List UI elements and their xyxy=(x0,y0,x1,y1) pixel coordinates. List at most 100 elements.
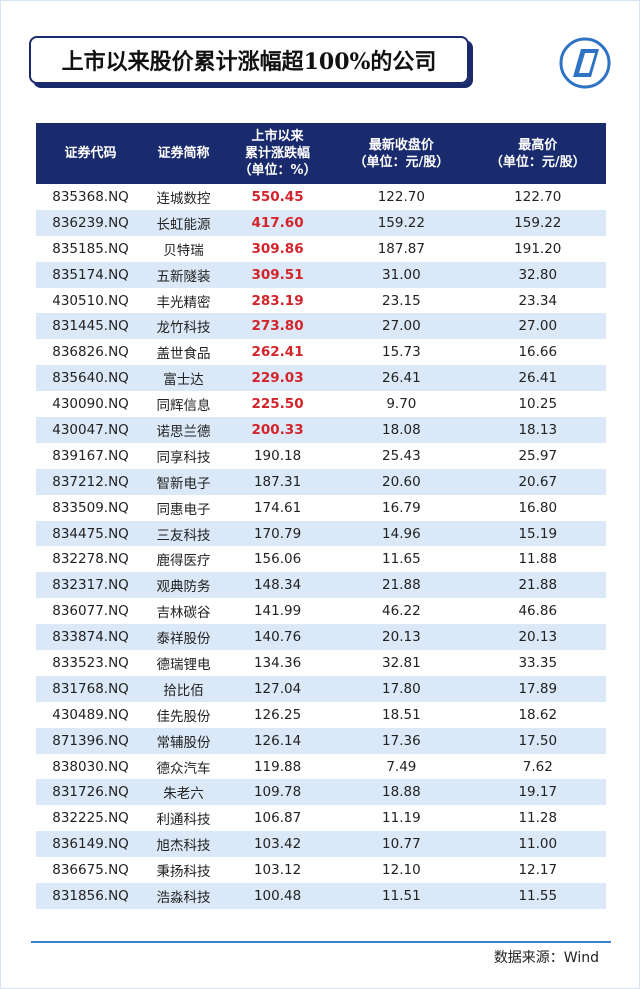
table-cell: 连城数控 xyxy=(156,190,211,207)
table-cell: 831768.NQ xyxy=(36,675,146,702)
table-cell: 122.70 xyxy=(377,188,425,205)
table-cell: 11.28 xyxy=(518,810,558,827)
table-row: 839167.NQ 同享科技 190.18 25.43 25.97 xyxy=(36,443,606,469)
table-row: 836675.NQ 秉扬科技 103.12 12.10 12.17 xyxy=(36,857,606,883)
table-row: 837212.NQ 智新电子 187.31 20.60 20.67 xyxy=(36,468,606,495)
header-line: 累计涨跌幅 xyxy=(245,146,311,161)
title: 上市以来股价累计涨幅超100%的公司 xyxy=(29,36,469,84)
table-cell: 同享科技 xyxy=(156,449,211,466)
table-cell: 838030.NQ xyxy=(52,758,129,775)
table-cell: 18.62 xyxy=(518,706,558,723)
table-cell: 12.10 xyxy=(382,862,421,879)
table-cell: 831856.NQ xyxy=(36,883,146,909)
table-cell: 834475.NQ xyxy=(36,520,146,547)
header-line: （单位：%） xyxy=(238,163,317,178)
table-row: 831445.NQ 龙竹科技 273.80 27.00 27.00 xyxy=(36,313,606,340)
table-cell: 11.51 xyxy=(333,883,470,909)
table-cell: 18.08 xyxy=(333,417,470,443)
table-row: 833509.NQ 同惠电子 174.61 16.79 16.80 xyxy=(36,495,606,521)
table-cell: 9.70 xyxy=(386,396,417,413)
table-cell: 27.00 xyxy=(333,313,470,340)
table-cell: 18.13 xyxy=(469,417,606,443)
table-cell: 11.55 xyxy=(469,883,606,909)
table-cell: 11.00 xyxy=(469,831,606,858)
table-cell: 同辉信息 xyxy=(156,398,211,415)
table-cell: 15.73 xyxy=(382,344,421,361)
header-cell: 证券代码 xyxy=(36,123,146,184)
table-cell: 32.81 xyxy=(382,654,421,671)
table-cell: 鹿得医疗 xyxy=(156,553,211,570)
table-cell: 191.20 xyxy=(514,240,562,257)
table-cell: 长虹能源 xyxy=(145,209,222,236)
table-cell: 835640.NQ xyxy=(36,365,146,392)
table-cell: 831445.NQ xyxy=(36,313,146,340)
table-cell: 14.96 xyxy=(333,520,470,547)
table-cell: 21.88 xyxy=(333,572,470,599)
table-cell: 26.41 xyxy=(469,365,606,392)
table-cell: 利通科技 xyxy=(156,812,211,829)
table-row: 430047.NQ 诺思兰德 200.33 18.08 18.13 xyxy=(36,417,606,443)
table-cell: 10.25 xyxy=(518,396,558,413)
table-cell: 832317.NQ xyxy=(36,572,146,599)
table-cell: 朱老六 xyxy=(145,779,222,806)
table-cell: 吉林碳谷 xyxy=(156,605,211,622)
table-cell: 134.36 xyxy=(253,654,302,671)
table-cell: 秉扬科技 xyxy=(156,864,211,881)
table-row: 836149.NQ 旭杰科技 103.42 10.77 11.00 xyxy=(36,831,606,858)
table-row: 430090.NQ 同辉信息 225.50 9.70 10.25 xyxy=(36,391,606,417)
table-cell: 23.15 xyxy=(382,292,421,309)
header-line: 最高价 xyxy=(518,137,558,153)
table-row: 832317.NQ 观典防务 148.34 21.88 21.88 xyxy=(36,572,606,599)
table-cell: 三友科技 xyxy=(145,520,222,547)
table-cell: 贝特瑞 xyxy=(163,242,204,259)
header-line: 最新收盘价 xyxy=(368,137,434,153)
table-cell: 浩淼科技 xyxy=(145,883,222,909)
table-cell: 106.87 xyxy=(253,810,302,827)
table-cell: 103.12 xyxy=(253,862,302,879)
table-cell: 831726.NQ xyxy=(36,779,146,806)
table-cell: 122.70 xyxy=(514,188,562,205)
table-cell: 832225.NQ xyxy=(52,810,129,827)
table-cell: 833523.NQ xyxy=(52,654,129,671)
table-cell: 26.41 xyxy=(333,365,470,392)
table-row: 834475.NQ 三友科技 170.79 14.96 15.19 xyxy=(36,520,606,547)
table-cell: 871396.NQ xyxy=(36,727,146,754)
table-cell: 泰祥股份 xyxy=(145,624,222,651)
table-row: 831856.NQ 浩淼科技 100.48 11.51 11.55 xyxy=(36,883,606,909)
table-cell: 159.22 xyxy=(333,209,470,236)
table-cell: 15.19 xyxy=(469,520,606,547)
header-line: （单位：元/股） xyxy=(353,154,450,170)
table-body: 835368.NQ 连城数控 550.45 122.70 122.70 836239.NQ… xyxy=(36,184,606,909)
table-cell: 283.19 xyxy=(251,292,304,309)
table-cell: 旭杰科技 xyxy=(145,831,222,858)
table-row: 836826.NQ 盖世食品 262.41 15.73 16.66 xyxy=(36,339,606,365)
table-row: 833874.NQ 泰祥股份 140.76 20.13 20.13 xyxy=(36,624,606,651)
table-cell: 140.76 xyxy=(221,624,334,651)
table-cell: 126.14 xyxy=(221,727,334,754)
divider xyxy=(31,941,611,943)
table-cell: 7.49 xyxy=(386,758,417,775)
source: 数据来源：Wind xyxy=(493,950,599,966)
table-cell: 7.62 xyxy=(522,758,553,775)
header-cell: 最新收盘价 （单位：元/股） xyxy=(333,123,470,184)
table-cell: 836239.NQ xyxy=(36,209,146,236)
table-cell: 23.34 xyxy=(518,292,558,309)
table-cell: 225.50 xyxy=(251,396,304,413)
table-row: 871396.NQ 常辅股份 126.14 17.36 17.50 xyxy=(36,727,606,754)
table-cell: 46.86 xyxy=(518,603,558,620)
table-cell: 836675.NQ xyxy=(52,862,129,879)
logo xyxy=(559,37,611,89)
table-cell: 833509.NQ xyxy=(52,499,129,516)
header-line: （单位：元/股） xyxy=(489,154,586,170)
table-cell: 18.51 xyxy=(382,706,421,723)
table-cell: 835185.NQ xyxy=(52,240,129,257)
header-line: 证券代码 xyxy=(64,146,117,161)
table-cell: 430489.NQ xyxy=(52,706,129,723)
table-row: 835368.NQ 连城数控 550.45 122.70 122.70 xyxy=(36,184,606,210)
table-cell: 德众汽车 xyxy=(156,760,211,777)
table-cell: 430090.NQ xyxy=(52,396,129,413)
table-row: 836239.NQ 长虹能源 417.60 159.22 159.22 xyxy=(36,209,606,236)
table-cell: 430510.NQ xyxy=(52,292,129,309)
table-cell: 200.33 xyxy=(221,417,334,443)
